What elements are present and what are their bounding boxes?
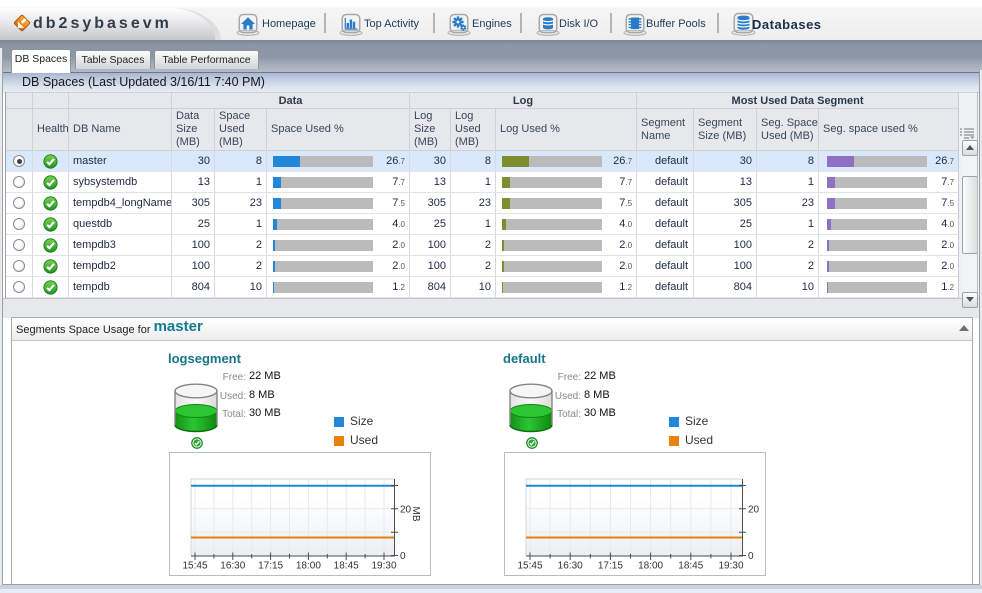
svg-text:18:00: 18:00 [296, 561, 321, 572]
svg-text:17:15: 17:15 [598, 561, 623, 572]
svg-text:17:15: 17:15 [258, 561, 283, 572]
svg-text:15:45: 15:45 [517, 561, 542, 572]
svg-text:MB: MB [410, 507, 421, 522]
svg-text:0: 0 [400, 551, 406, 562]
svg-text:20: 20 [400, 505, 412, 516]
svg-text:19:30: 19:30 [718, 561, 743, 572]
svg-text:20: 20 [748, 505, 760, 516]
svg-text:18:00: 18:00 [638, 561, 663, 572]
svg-text:16:30: 16:30 [220, 561, 245, 572]
svg-text:15:45: 15:45 [182, 561, 207, 572]
svg-text:19:30: 19:30 [371, 561, 396, 572]
svg-text:18:45: 18:45 [678, 561, 703, 572]
svg-text:16:30: 16:30 [558, 561, 583, 572]
svg-text:0: 0 [748, 551, 754, 562]
svg-text:18:45: 18:45 [334, 561, 359, 572]
